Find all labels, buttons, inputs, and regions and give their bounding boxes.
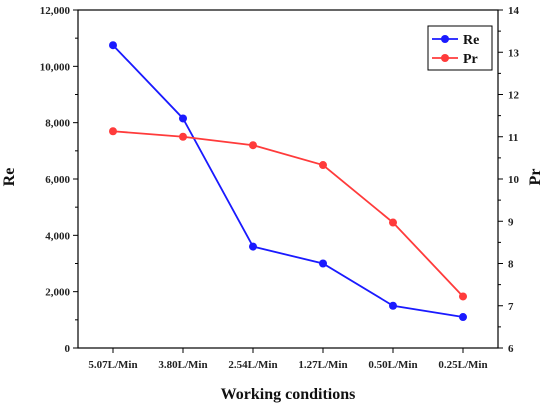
x-axis-title: Working conditions: [221, 386, 356, 403]
y-tick-label-right: 12: [508, 90, 520, 102]
legend-label-re: Re: [463, 33, 479, 48]
y-axis-title-right: Pr: [527, 169, 544, 186]
y-axis-title-left: Re: [1, 168, 18, 187]
legend-marker-pr: [441, 54, 449, 62]
x-tick-label: 5.07L/Min: [88, 359, 137, 371]
x-tick-label: 1.27L/Min: [298, 359, 347, 371]
y-tick-label-left: 8,000: [45, 118, 70, 130]
y-tick-label-left: 2,000: [45, 287, 70, 299]
y-tick-label-right: 13: [508, 47, 520, 59]
data-point-pr: [249, 141, 257, 150]
data-point-re: [459, 313, 467, 322]
y-tick-label-right: 14: [508, 5, 520, 17]
y-tick-label-left: 12,000: [40, 5, 71, 17]
y-tick-label-right: 10: [508, 174, 520, 186]
y-tick-label-right: 9: [508, 216, 514, 228]
series-line-re: [112, 44, 464, 318]
data-point-pr: [179, 132, 187, 141]
data-point-re: [319, 259, 327, 268]
y-tick-label-right: 11: [508, 132, 518, 144]
legend-marker-re: [441, 35, 449, 43]
y-tick-label-left: 0: [65, 343, 71, 355]
y-tick-label-left: 10,000: [40, 61, 71, 73]
data-point-pr: [389, 218, 397, 227]
axes: 0 2,000 4,000 6,000 8,000 10,000 12,000 6 7 8 9 10 1…: [40, 5, 520, 371]
series-line-pr: [112, 130, 464, 298]
data-point-re: [249, 242, 257, 251]
legend-box: [427, 25, 493, 71]
y-tick-label-left: 4,000: [45, 230, 70, 242]
data-point-re: [179, 114, 187, 123]
x-tick-label: 2.54L/Min: [228, 359, 277, 371]
x-tick-label: 0.50L/Min: [368, 359, 417, 371]
x-tick-label: 3.80L/Min: [158, 359, 207, 371]
legend: Re Pr: [427, 25, 493, 71]
data-point-pr: [319, 161, 327, 170]
data-point-re: [109, 41, 117, 50]
series-layer: [109, 41, 467, 322]
x-tick-label: 0.25L/Min: [438, 359, 487, 371]
data-point-pr: [459, 292, 467, 301]
data-point-pr: [109, 127, 117, 136]
legend-label-pr: Pr: [463, 52, 478, 67]
y-tick-label-right: 8: [508, 259, 514, 271]
data-point-re: [389, 301, 397, 310]
y-tick-label-right: 7: [508, 301, 514, 313]
y-tick-label-right: 6: [508, 343, 514, 355]
y-tick-label-left: 6,000: [45, 174, 70, 186]
